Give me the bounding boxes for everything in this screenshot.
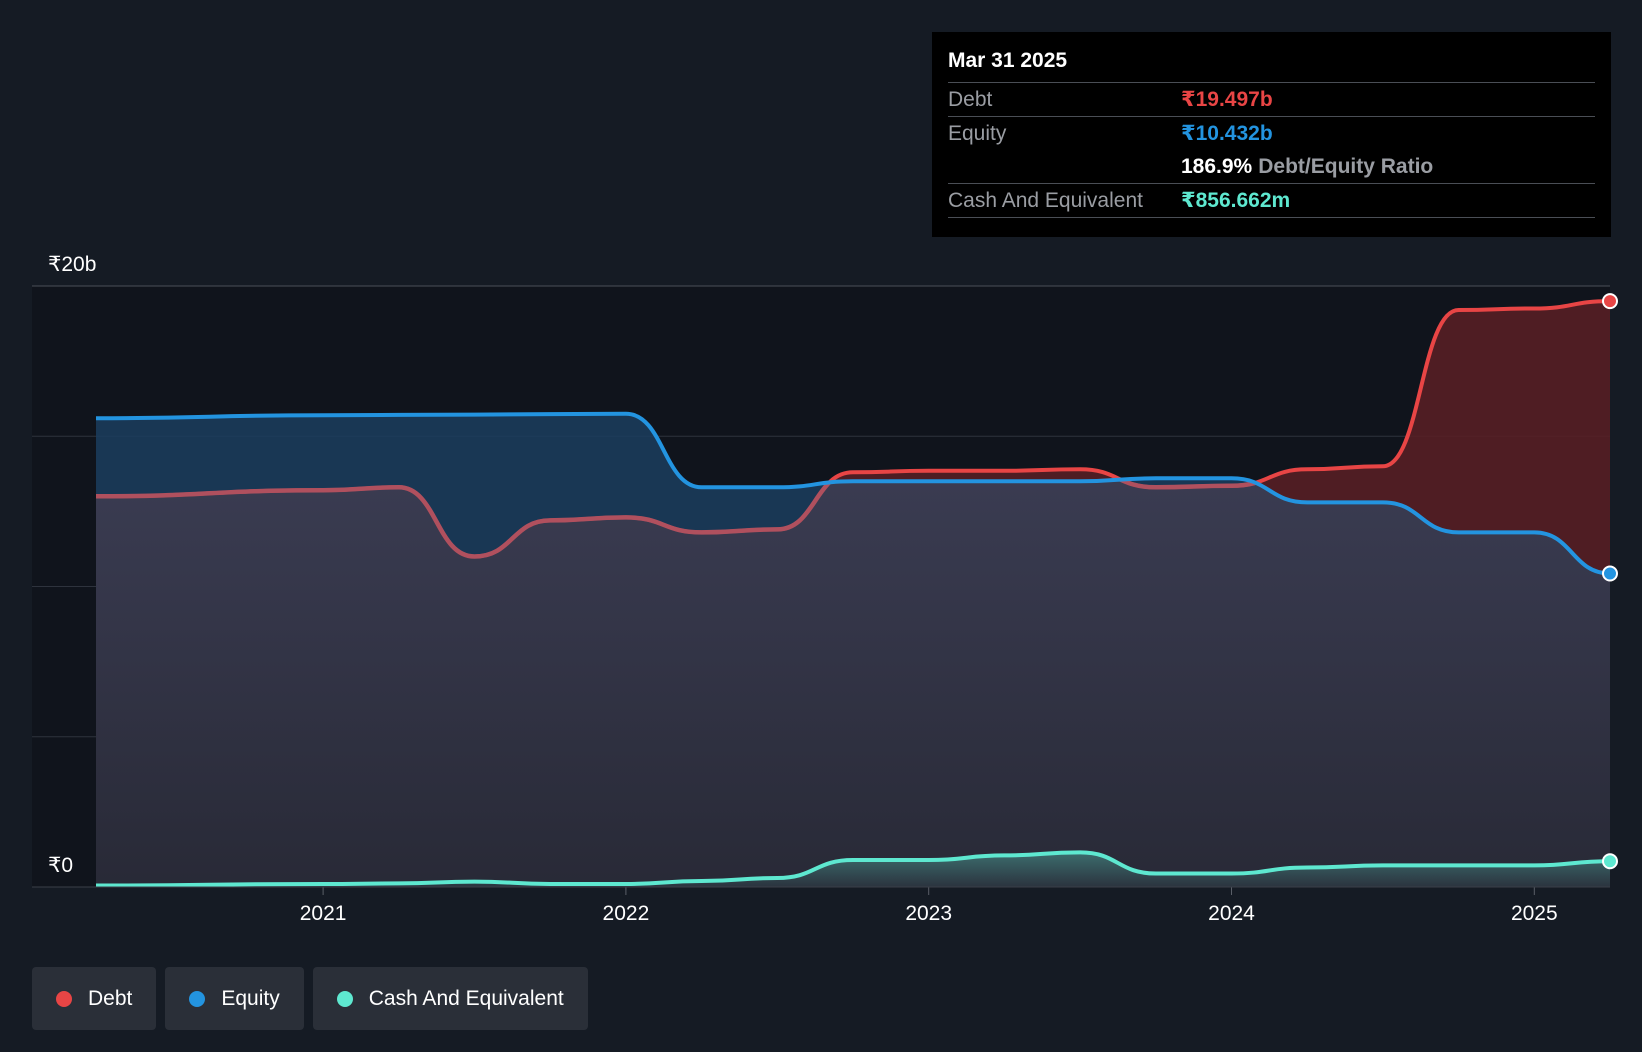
x-tick-label: 2024 (1208, 902, 1255, 925)
tooltip-debt-value: ₹19.497b (1181, 88, 1273, 111)
x-axis: 2021 2022 2023 2024 2025 (32, 886, 1610, 925)
x-tick-label: 2022 (603, 902, 650, 925)
x-tick-label: 2023 (905, 902, 952, 925)
cash-and-equivalent-endpoint (1602, 853, 1618, 870)
equity-endpoint (1602, 565, 1618, 582)
series-endpoints (1602, 293, 1618, 870)
tooltip-row-debt: Debt ₹19.497b (948, 82, 1595, 116)
tooltip-cash-label: Cash And Equivalent (948, 188, 1143, 212)
cash-dot-icon (336, 990, 353, 1007)
tooltip-ratio-value: 186.9% (1181, 154, 1253, 178)
equity-dot-icon (189, 990, 206, 1007)
tooltip-equity-label: Equity (948, 121, 1007, 145)
tooltip-row-cash: Cash And Equivalent ₹856.662m (948, 183, 1595, 218)
tooltip-row-ratio: 186.9% Debt/Equity Ratio (948, 150, 1595, 183)
cash-line (95, 850, 1611, 888)
debt-endpoint (1602, 293, 1618, 310)
legend-item-equity[interactable]: Equity (165, 967, 304, 1030)
tooltip-cash-value: ₹856.662m (1181, 189, 1291, 212)
series-lines (95, 299, 1611, 888)
legend-item-cash[interactable]: Cash And Equivalent (312, 967, 588, 1030)
legend-cash-label: Cash And Equivalent (368, 986, 564, 1010)
cash-area (96, 852, 1610, 887)
series-areas (96, 301, 1610, 888)
tooltip: Mar 31 2025 Debt ₹19.497b Equity ₹10.432… (932, 32, 1611, 237)
x-tick-label: 2025 (1511, 902, 1558, 925)
tooltip-debt-label: Debt (948, 87, 993, 111)
tooltip-ratio-label: Debt/Equity Ratio (1258, 154, 1434, 178)
legend: Debt Equity Cash And Equivalent (32, 967, 588, 1030)
tooltip-equity-value: ₹10.432b (1181, 122, 1273, 145)
legend-equity-label: Equity (221, 986, 280, 1010)
legend-debt-label: Debt (88, 986, 133, 1010)
y-tick-label: ₹20b (48, 253, 96, 276)
legend-item-debt[interactable]: Debt (32, 967, 157, 1030)
y-axis: ₹20b ₹0 (48, 253, 96, 877)
tooltip-row-equity: Equity ₹10.432b (948, 116, 1595, 150)
debt-dot-icon (56, 990, 72, 1007)
x-tick-label: 2021 (300, 902, 347, 925)
tooltip-date: Mar 31 2025 (948, 49, 1068, 72)
y-tick-label: ₹0 (48, 854, 73, 877)
equity-line (95, 411, 1611, 576)
